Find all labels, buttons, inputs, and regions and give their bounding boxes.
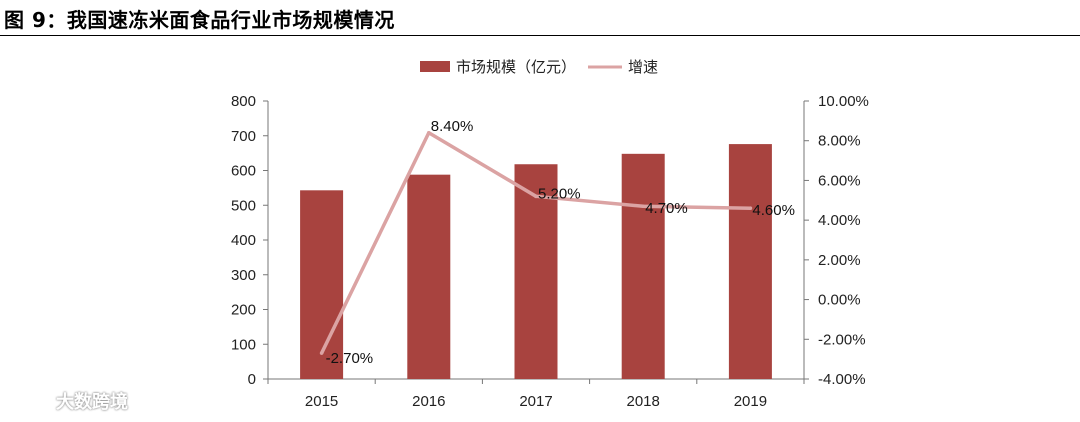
x-tick-label: 2019 xyxy=(734,393,767,410)
left-tick-label: 100 xyxy=(231,336,256,353)
left-tick-label: 200 xyxy=(231,302,256,319)
x-tick-label: 2016 xyxy=(412,393,445,410)
line-point xyxy=(534,194,538,199)
x-tick-label: 2018 xyxy=(627,393,660,410)
legend: 市场规模（亿元） 增速 xyxy=(420,58,658,76)
left-tick-label: 600 xyxy=(231,163,256,180)
legend-line-label: 增速 xyxy=(628,58,658,76)
legend-bar-swatch xyxy=(420,61,450,72)
data-labels: -2.70% 8.40% 5.20% 4.70% 4.60% xyxy=(326,118,795,367)
title-divider xyxy=(0,35,1080,36)
left-tick-label: 500 xyxy=(231,197,256,214)
left-tick-label: 400 xyxy=(231,232,256,249)
bar xyxy=(728,144,772,379)
axes: 0 100 200 300 400 500 600 700 800 -4.00% -2.00% 0.0… xyxy=(231,93,869,410)
left-tick-label: 800 xyxy=(231,93,256,110)
logo-icon xyxy=(8,390,51,410)
figure-title: 图 9：我国速冻米面食品行业市场规模情况 xyxy=(4,8,395,32)
legend-bar-label: 市场规模（亿元） xyxy=(456,58,576,76)
line-point xyxy=(748,206,753,211)
line-data-label: -2.70% xyxy=(326,350,374,367)
line-point xyxy=(427,130,431,135)
left-tick-label: 0 xyxy=(248,371,256,388)
bar-series xyxy=(300,144,772,379)
bar xyxy=(300,190,344,379)
line-point xyxy=(641,204,645,209)
x-tick-label: 2017 xyxy=(519,393,552,410)
watermark: 大数跨境 xyxy=(8,388,128,414)
watermark-text: 大数跨境 xyxy=(56,392,128,413)
x-tick-label: 2015 xyxy=(305,393,338,410)
line-data-label: 4.70% xyxy=(645,200,688,217)
right-tick-label: 2.00% xyxy=(818,252,861,269)
bar xyxy=(621,153,665,379)
bar xyxy=(514,164,558,379)
right-tick-label: 0.00% xyxy=(818,292,861,309)
right-tick-label: 8.00% xyxy=(818,133,861,150)
line-point xyxy=(319,351,324,355)
bar xyxy=(407,174,451,379)
line-data-label: 4.60% xyxy=(752,202,795,219)
line-series xyxy=(319,130,753,355)
right-tick-label: 6.00% xyxy=(818,172,861,189)
line-data-label: 8.40% xyxy=(431,118,474,135)
left-tick-label: 700 xyxy=(231,128,256,145)
line-data-label: 5.20% xyxy=(538,185,581,202)
right-tick-label: -4.00% xyxy=(818,371,866,388)
right-tick-label: -2.00% xyxy=(818,331,866,348)
right-tick-label: 4.00% xyxy=(818,212,861,229)
right-tick-label: 10.00% xyxy=(818,93,869,110)
left-tick-label: 300 xyxy=(231,267,256,284)
